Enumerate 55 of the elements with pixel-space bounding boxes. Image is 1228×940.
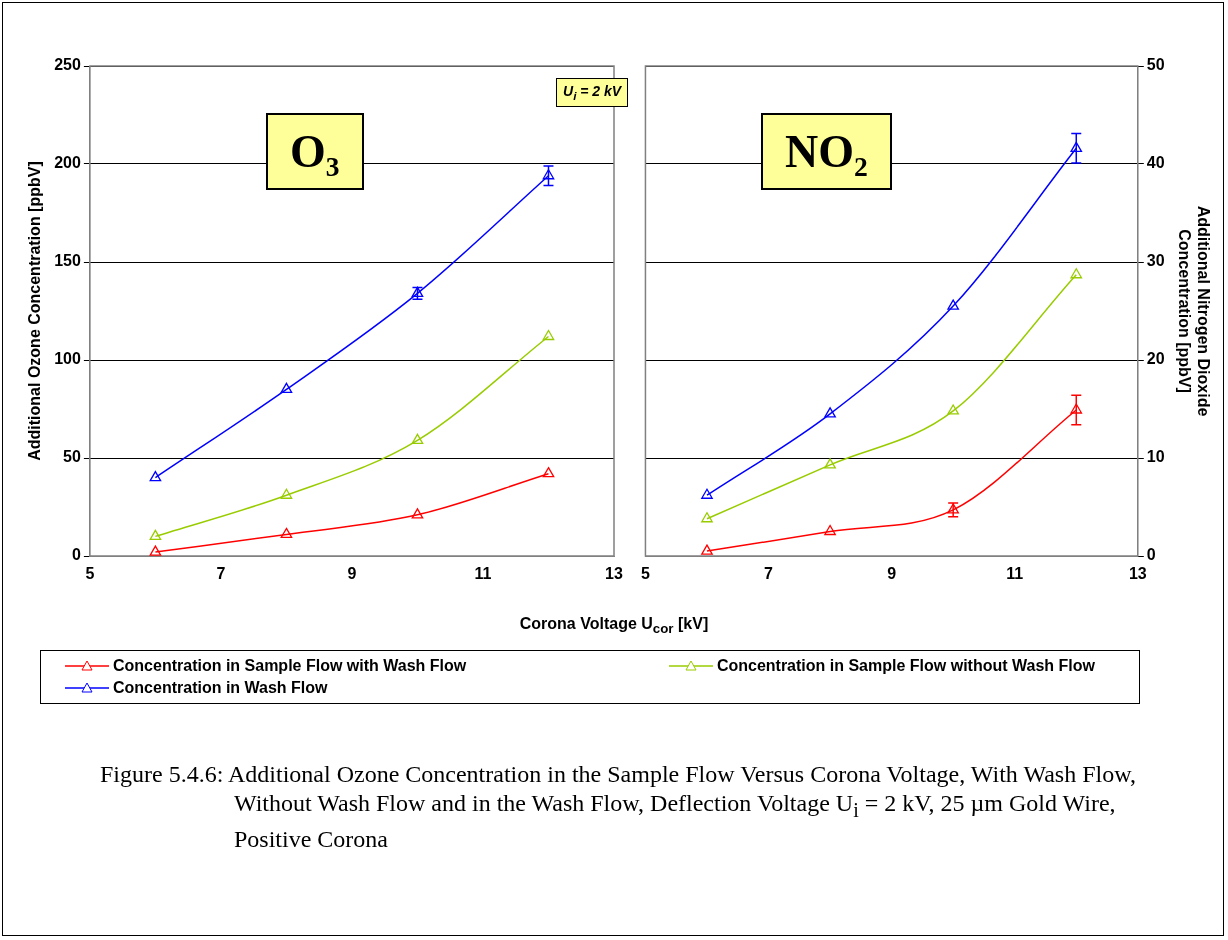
point xyxy=(280,527,293,539)
point xyxy=(947,503,960,514)
x-tick-label: 11 xyxy=(1006,565,1024,583)
x-tick-label: 7 xyxy=(216,565,226,583)
y-axis-title: Additional Ozone Concentration [ppbV] xyxy=(26,161,44,461)
x-tick-label: 13 xyxy=(605,565,623,583)
annotation: U$_{i}$ = 2 kV xyxy=(556,78,629,107)
point xyxy=(1070,141,1083,152)
point xyxy=(411,433,424,445)
annotation: O₃ xyxy=(266,113,364,190)
x-axis-title: Corona Voltage U$_{cor}$ [kV] xyxy=(518,615,710,637)
point xyxy=(947,404,960,415)
point xyxy=(701,488,713,499)
y2-tick-label: 20 xyxy=(1146,350,1165,368)
y2-tick-label: 0 xyxy=(1146,546,1156,564)
y2-tick-label: 40 xyxy=(1146,154,1165,172)
y-tick-label: 0 xyxy=(71,546,81,564)
point xyxy=(149,545,162,556)
y-tick-label: 250 xyxy=(54,56,81,74)
y2-tick-label: 30 xyxy=(1146,252,1165,270)
y-tick-label: 200 xyxy=(54,154,81,172)
point xyxy=(542,169,555,180)
point xyxy=(280,382,293,394)
x-tick-label: 9 xyxy=(347,565,357,583)
point xyxy=(149,529,162,541)
x-tick-label: 5 xyxy=(85,565,95,583)
x-tick-label: 7 xyxy=(764,565,774,583)
y2-axis-title: Additional Nitrogen Dioxide Concentration [ppbV] xyxy=(1175,205,1212,417)
y2-tick-label: 10 xyxy=(1146,448,1165,466)
point xyxy=(701,544,713,555)
annotation: NO₂ xyxy=(761,113,892,190)
point xyxy=(824,458,836,469)
point xyxy=(149,470,162,482)
legend-label: Concentration in Sample Flow with Wash Flow xyxy=(113,657,467,675)
point xyxy=(542,467,555,478)
text: Figure 5.4.6: Additional Ozone Concentration in the Sample Flow Versus Corona Voltage, With Wash Flow, Without Wash Flow and in the Wash Flow, Deflection Voltage U$_{i}$ = 2 kV, 25 µm Gold Wire, Positive Corona xyxy=(100,761,1136,852)
x-tick-label: 9 xyxy=(887,565,897,583)
y2-tick-label: 50 xyxy=(1146,56,1165,74)
y-tick-label: 50 xyxy=(63,448,81,466)
point xyxy=(824,407,836,418)
x-tick-label: 13 xyxy=(1128,565,1147,583)
point xyxy=(542,329,555,341)
point xyxy=(701,512,713,523)
y-tick-label: 150 xyxy=(54,252,81,270)
point xyxy=(280,488,293,499)
x-tick-label: 5 xyxy=(641,565,650,583)
legend-label: Concentration in Sample Flow without Wash Flow xyxy=(716,657,1095,675)
legend-label: Concentration in Wash Flow xyxy=(113,679,328,697)
point xyxy=(411,508,424,519)
x-tick-label: 11 xyxy=(474,565,492,583)
point xyxy=(1070,268,1083,279)
y-tick-label: 100 xyxy=(54,350,81,368)
point xyxy=(947,299,960,310)
point xyxy=(1070,403,1083,414)
point xyxy=(824,524,836,536)
